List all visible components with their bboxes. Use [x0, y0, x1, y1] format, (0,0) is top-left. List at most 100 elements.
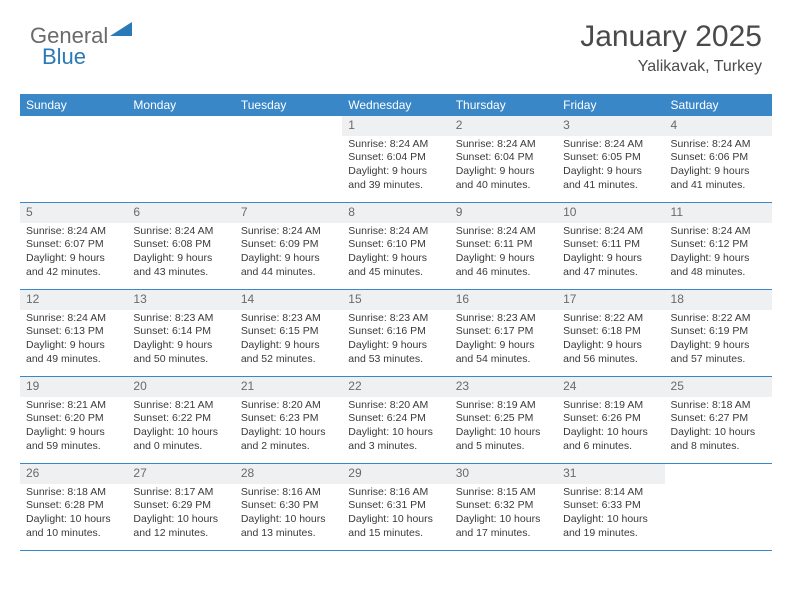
sunset-line: Sunset: 6:28 PM: [26, 499, 121, 513]
sunrise-line: Sunrise: 8:24 AM: [563, 138, 658, 152]
date-number: 17: [557, 290, 664, 310]
sunrise-line: Sunrise: 8:24 AM: [241, 225, 336, 239]
page-title: January 2025: [580, 20, 762, 54]
sunset-line: Sunset: 6:09 PM: [241, 238, 336, 252]
sunrise-line: Sunrise: 8:18 AM: [26, 486, 121, 500]
sunrise-line: Sunrise: 8:23 AM: [456, 312, 551, 326]
sunset-line: Sunset: 6:16 PM: [348, 325, 443, 339]
calendar-cell: 27Sunrise: 8:17 AMSunset: 6:29 PMDayligh…: [127, 464, 234, 550]
sunset-line: Sunset: 6:29 PM: [133, 499, 228, 513]
sunset-line: Sunset: 6:20 PM: [26, 412, 121, 426]
calendar-cell: 20Sunrise: 8:21 AMSunset: 6:22 PMDayligh…: [127, 377, 234, 463]
calendar-cell: 11Sunrise: 8:24 AMSunset: 6:12 PMDayligh…: [665, 203, 772, 289]
cell-details: Sunrise: 8:24 AMSunset: 6:04 PMDaylight:…: [450, 136, 557, 199]
date-number: 11: [665, 203, 772, 223]
sunrise-line: Sunrise: 8:19 AM: [456, 399, 551, 413]
brand-part2-wrap: Blue: [42, 44, 86, 70]
sunrise-line: Sunrise: 8:15 AM: [456, 486, 551, 500]
date-number: 4: [665, 116, 772, 136]
sunrise-line: Sunrise: 8:19 AM: [563, 399, 658, 413]
sunset-line: Sunset: 6:04 PM: [456, 151, 551, 165]
sunset-line: Sunset: 6:08 PM: [133, 238, 228, 252]
cell-details: Sunrise: 8:19 AMSunset: 6:26 PMDaylight:…: [557, 397, 664, 460]
cell-details: Sunrise: 8:16 AMSunset: 6:31 PMDaylight:…: [342, 484, 449, 547]
cell-details: Sunrise: 8:24 AMSunset: 6:06 PMDaylight:…: [665, 136, 772, 199]
cell-details: Sunrise: 8:24 AMSunset: 6:12 PMDaylight:…: [665, 223, 772, 286]
date-number: 8: [342, 203, 449, 223]
day-header: Monday: [127, 94, 234, 116]
daylight-line: Daylight: 10 hours and 0 minutes.: [133, 426, 228, 453]
date-number: 2: [450, 116, 557, 136]
calendar-week: 5Sunrise: 8:24 AMSunset: 6:07 PMDaylight…: [20, 203, 772, 290]
calendar-cell: 9Sunrise: 8:24 AMSunset: 6:11 PMDaylight…: [450, 203, 557, 289]
calendar-cell: 25Sunrise: 8:18 AMSunset: 6:27 PMDayligh…: [665, 377, 772, 463]
daylight-line: Daylight: 9 hours and 46 minutes.: [456, 252, 551, 279]
calendar-cell: 5Sunrise: 8:24 AMSunset: 6:07 PMDaylight…: [20, 203, 127, 289]
day-header: Saturday: [665, 94, 772, 116]
sunrise-line: Sunrise: 8:24 AM: [456, 225, 551, 239]
calendar-cell: 26 Sunrise: 8:18 AMSunset: 6:28 PMDayligh…: [20, 464, 127, 550]
daylight-line: Daylight: 10 hours and 10 minutes.: [26, 513, 121, 540]
daylight-line: Daylight: 9 hours and 47 minutes.: [563, 252, 658, 279]
daylight-line: Daylight: 9 hours and 41 minutes.: [563, 165, 658, 192]
sunset-line: Sunset: 6:17 PM: [456, 325, 551, 339]
date-number: 18: [665, 290, 772, 310]
daylight-line: Daylight: 10 hours and 12 minutes.: [133, 513, 228, 540]
sunset-line: Sunset: 6:04 PM: [348, 151, 443, 165]
sunrise-line: Sunrise: 8:24 AM: [671, 138, 766, 152]
sunrise-line: Sunrise: 8:16 AM: [241, 486, 336, 500]
sunrise-line: Sunrise: 8:24 AM: [348, 138, 443, 152]
cell-details: Sunrise: 8:24 AMSunset: 6:05 PMDaylight:…: [557, 136, 664, 199]
date-number: 14: [235, 290, 342, 310]
calendar-cell: 10Sunrise: 8:24 AMSunset: 6:11 PMDayligh…: [557, 203, 664, 289]
daylight-line: Daylight: 9 hours and 40 minutes.: [456, 165, 551, 192]
cell-details: Sunrise: 8:24 AMSunset: 6:11 PMDaylight:…: [450, 223, 557, 286]
daylight-line: Daylight: 10 hours and 2 minutes.: [241, 426, 336, 453]
sunset-line: Sunset: 6:11 PM: [563, 238, 658, 252]
sunrise-line: Sunrise: 8:23 AM: [241, 312, 336, 326]
daylight-line: Daylight: 9 hours and 50 minutes.: [133, 339, 228, 366]
calendar-cell: 18Sunrise: 8:22 AMSunset: 6:19 PMDayligh…: [665, 290, 772, 376]
sunset-line: Sunset: 6:06 PM: [671, 151, 766, 165]
cell-details: Sunrise: 8:24 AMSunset: 6:08 PMDaylight:…: [127, 223, 234, 286]
sunset-line: Sunset: 6:26 PM: [563, 412, 658, 426]
cell-details: Sunrise: 8:23 AMSunset: 6:15 PMDaylight:…: [235, 310, 342, 373]
day-header-row: SundayMondayTuesdayWednesdayThursdayFrid…: [20, 94, 772, 116]
daylight-line: Daylight: 9 hours and 42 minutes.: [26, 252, 121, 279]
date-number: 19: [20, 377, 127, 397]
calendar-cell: .: [235, 116, 342, 202]
cell-details: Sunrise: 8:16 AMSunset: 6:30 PMDaylight:…: [235, 484, 342, 547]
calendar-cell: 3Sunrise: 8:24 AMSunset: 6:05 PMDaylight…: [557, 116, 664, 202]
cell-details: Sunrise: 8:24 AMSunset: 6:10 PMDaylight:…: [342, 223, 449, 286]
calendar-grid: SundayMondayTuesdayWednesdayThursdayFrid…: [20, 94, 772, 551]
daylight-line: Daylight: 10 hours and 6 minutes.: [563, 426, 658, 453]
cell-details: Sunrise: 8:24 AMSunset: 6:04 PMDaylight:…: [342, 136, 449, 199]
sunset-line: Sunset: 6:31 PM: [348, 499, 443, 513]
calendar-cell: 8Sunrise: 8:24 AMSunset: 6:10 PMDaylight…: [342, 203, 449, 289]
calendar-week: 26Sunrise: 8:18 AMSunset: 6:28 PMDayligh…: [20, 464, 772, 551]
cell-details: Sunrise: 8:23 AMSunset: 6:14 PMDaylight:…: [127, 310, 234, 373]
calendar-cell: 21Sunrise: 8:20 AMSunset: 6:23 PMDayligh…: [235, 377, 342, 463]
daylight-line: Daylight: 10 hours and 5 minutes.: [456, 426, 551, 453]
cell-details: Sunrise: 8:24 AMSunset: 6:07 PMDaylight:…: [20, 223, 127, 286]
date-number: 26: [20, 464, 127, 484]
sunset-line: Sunset: 6:18 PM: [563, 325, 658, 339]
calendar-cell: 30Sunrise: 8:15 AMSunset: 6:32 PMDayligh…: [450, 464, 557, 550]
date-number: 7: [235, 203, 342, 223]
calendar-cell: 12Sunrise: 8:24 AMSunset: 6:13 PMDayligh…: [20, 290, 127, 376]
day-header: Friday: [557, 94, 664, 116]
daylight-line: Daylight: 9 hours and 52 minutes.: [241, 339, 336, 366]
daylight-line: Daylight: 10 hours and 3 minutes.: [348, 426, 443, 453]
sunset-line: Sunset: 6:33 PM: [563, 499, 658, 513]
date-number: 5: [20, 203, 127, 223]
day-header: Thursday: [450, 94, 557, 116]
date-number: 28: [235, 464, 342, 484]
calendar-cell: 28Sunrise: 8:16 AMSunset: 6:30 PMDayligh…: [235, 464, 342, 550]
calendar-cell: 29Sunrise: 8:16 AMSunset: 6:31 PMDayligh…: [342, 464, 449, 550]
calendar-cell: 6Sunrise: 8:24 AMSunset: 6:08 PMDaylight…: [127, 203, 234, 289]
sunrise-line: Sunrise: 8:18 AM: [671, 399, 766, 413]
sunset-line: Sunset: 6:07 PM: [26, 238, 121, 252]
date-number: 22: [342, 377, 449, 397]
sunrise-line: Sunrise: 8:24 AM: [26, 225, 121, 239]
cell-details: Sunrise: 8:24 AMSunset: 6:13 PMDaylight:…: [20, 310, 127, 373]
